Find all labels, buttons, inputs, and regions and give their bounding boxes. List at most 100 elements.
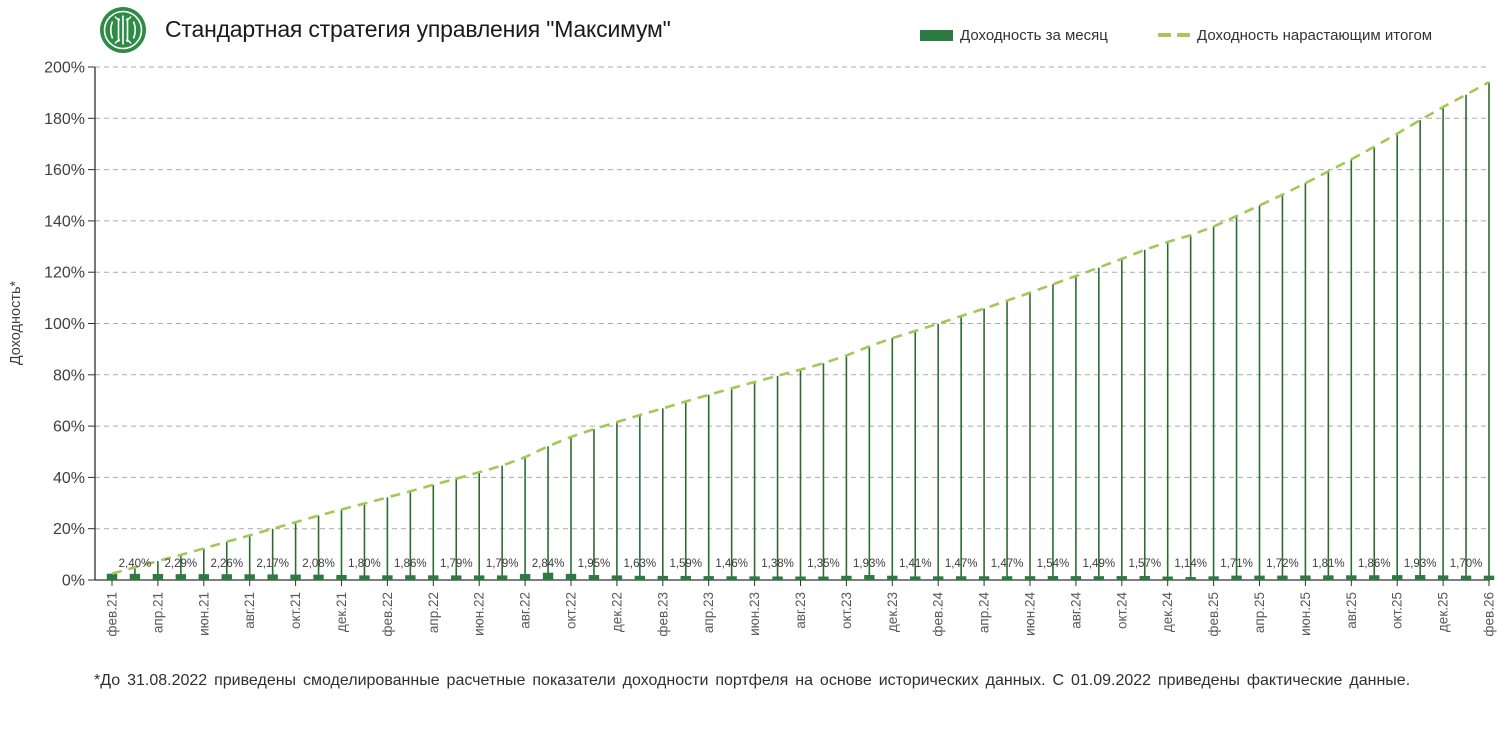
legend-label-monthly: Доходность за месяц: [960, 26, 1108, 44]
x-tick-label: окт.25: [1390, 592, 1405, 629]
monthly-return-bar: [634, 575, 646, 580]
cumulative-return-line: [111, 80, 1490, 575]
x-tick-label: фев.26: [1482, 592, 1497, 637]
monthly-return-bar: [152, 573, 164, 580]
monthly-return-bar: [1346, 575, 1357, 580]
monthly-return-bar: [978, 576, 990, 580]
monthly-return-bar: [221, 574, 232, 580]
x-tick-label: авг.22: [518, 592, 533, 629]
monthly-return-bar: [772, 576, 783, 580]
bar-value-label: 1,93%: [1404, 558, 1437, 570]
legend-item-cumulative: Доходность нарастающим итогом: [1158, 26, 1432, 44]
x-tick-label: июн.21: [196, 592, 211, 636]
monthly-return-bar: [1231, 575, 1242, 580]
bar-value-label: 1,93%: [853, 558, 886, 570]
monthly-return-bar: [290, 574, 301, 580]
x-tick-label: фев.22: [380, 592, 395, 637]
monthly-return-bar: [611, 575, 623, 580]
brand-logo-icon: [100, 7, 146, 53]
x-tick-label: апр.23: [701, 592, 716, 633]
monthly-return-bar: [474, 575, 485, 580]
x-tick-label: дек.21: [334, 592, 349, 632]
bar-value-label: 1,38%: [761, 558, 794, 570]
x-tick-label: авг.21: [242, 592, 257, 629]
x-tick-label: дек.22: [609, 592, 624, 632]
y-tick-label: 80%: [53, 367, 85, 384]
monthly-return-bar: [106, 573, 118, 580]
y-tick-label: 100%: [44, 316, 85, 333]
y-tick-label: 0%: [62, 573, 85, 590]
bar-value-label: 2,29%: [165, 558, 198, 570]
x-tick-label: фев.25: [1206, 592, 1221, 637]
monthly-return-bar: [496, 575, 508, 580]
monthly-return-bar: [1001, 576, 1013, 580]
legend-item-monthly: Доходность за месяц: [920, 26, 1108, 44]
monthly-return-bar: [565, 573, 577, 580]
x-tick-label: окт.22: [564, 592, 579, 629]
footnote: *До 31.08.2022 приведены смоделированные…: [94, 672, 1411, 689]
bar-value-label: 1,35%: [807, 558, 840, 570]
monthly-return-bar: [1369, 575, 1380, 580]
bar-value-label: 1,63%: [624, 558, 657, 570]
monthly-return-bar: [428, 575, 439, 580]
monthly-return-bar: [1024, 576, 1036, 580]
monthly-return-bar: [1162, 576, 1173, 580]
legend-swatch-dashed-line: [1158, 33, 1190, 37]
bar-value-label: 1,57%: [1128, 558, 1161, 570]
monthly-return-bar: [1139, 575, 1150, 580]
x-tick-label: июн.25: [1298, 592, 1313, 636]
monthly-return-bar: [1093, 576, 1105, 580]
bar-value-label: 1,86%: [394, 558, 427, 570]
x-tick-label: дек.23: [885, 592, 900, 632]
x-tick-label: дек.24: [1160, 592, 1175, 633]
monthly-return-bar: [1414, 575, 1426, 580]
monthly-return-bar: [542, 572, 554, 580]
monthly-return-bar: [749, 576, 760, 580]
bar-value-label: 1,79%: [440, 558, 473, 570]
monthly-return-bar: [129, 573, 141, 580]
x-tick-label: фев.21: [105, 592, 120, 637]
monthly-return-bar: [382, 575, 393, 580]
bar-value-label: 2,17%: [256, 558, 289, 570]
bar-value-label: 1,49%: [1083, 558, 1116, 570]
monthly-return-bar: [1254, 575, 1265, 580]
x-tick-label: окт.23: [839, 592, 854, 629]
monthly-return-bar: [1047, 576, 1059, 580]
monthly-return-bar: [336, 575, 347, 580]
legend-label-cumulative: Доходность нарастающим итогом: [1197, 26, 1433, 44]
bar-value-label: 2,26%: [210, 558, 243, 570]
monthly-return-bar: [1300, 575, 1311, 580]
bar-value-label: 2,08%: [302, 558, 335, 570]
monthly-return-bar: [588, 574, 600, 580]
bar-value-label: 1,47%: [991, 558, 1024, 570]
monthly-return-bar: [1437, 575, 1449, 580]
x-tick-label: фев.23: [655, 592, 670, 637]
x-tick-label: июн.24: [1023, 592, 1038, 636]
x-tick-label: окт.21: [288, 592, 303, 629]
monthly-return-bar: [405, 575, 416, 580]
bar-value-label: 1,79%: [486, 558, 519, 570]
x-tick-label: окт.24: [1114, 592, 1129, 630]
monthly-return-bar: [726, 576, 737, 580]
monthly-return-bar: [887, 575, 898, 580]
monthly-return-bar: [955, 576, 967, 580]
x-tick-label: июн.22: [472, 592, 487, 636]
x-tick-label: авг.24: [1068, 592, 1083, 629]
y-tick-label: 20%: [53, 521, 85, 538]
monthly-return-bar: [841, 575, 852, 580]
x-tick-label: авг.25: [1344, 592, 1359, 629]
chart-title: Стандартная стратегия управления "Максим…: [165, 16, 671, 42]
monthly-return-bar: [864, 575, 875, 580]
bar-value-label: 2,84%: [532, 558, 565, 570]
x-tick-label: апр.21: [150, 592, 165, 633]
monthly-return-bar: [1460, 575, 1472, 580]
monthly-return-bar: [1323, 575, 1334, 580]
bar-value-label: 1,41%: [899, 558, 932, 570]
monthly-return-bar: [703, 576, 714, 580]
monthly-return-bar: [1392, 575, 1403, 580]
bar-value-label: 1,71%: [1220, 558, 1253, 570]
monthly-return-bar: [910, 576, 921, 580]
x-tick-label: апр.25: [1252, 592, 1267, 633]
